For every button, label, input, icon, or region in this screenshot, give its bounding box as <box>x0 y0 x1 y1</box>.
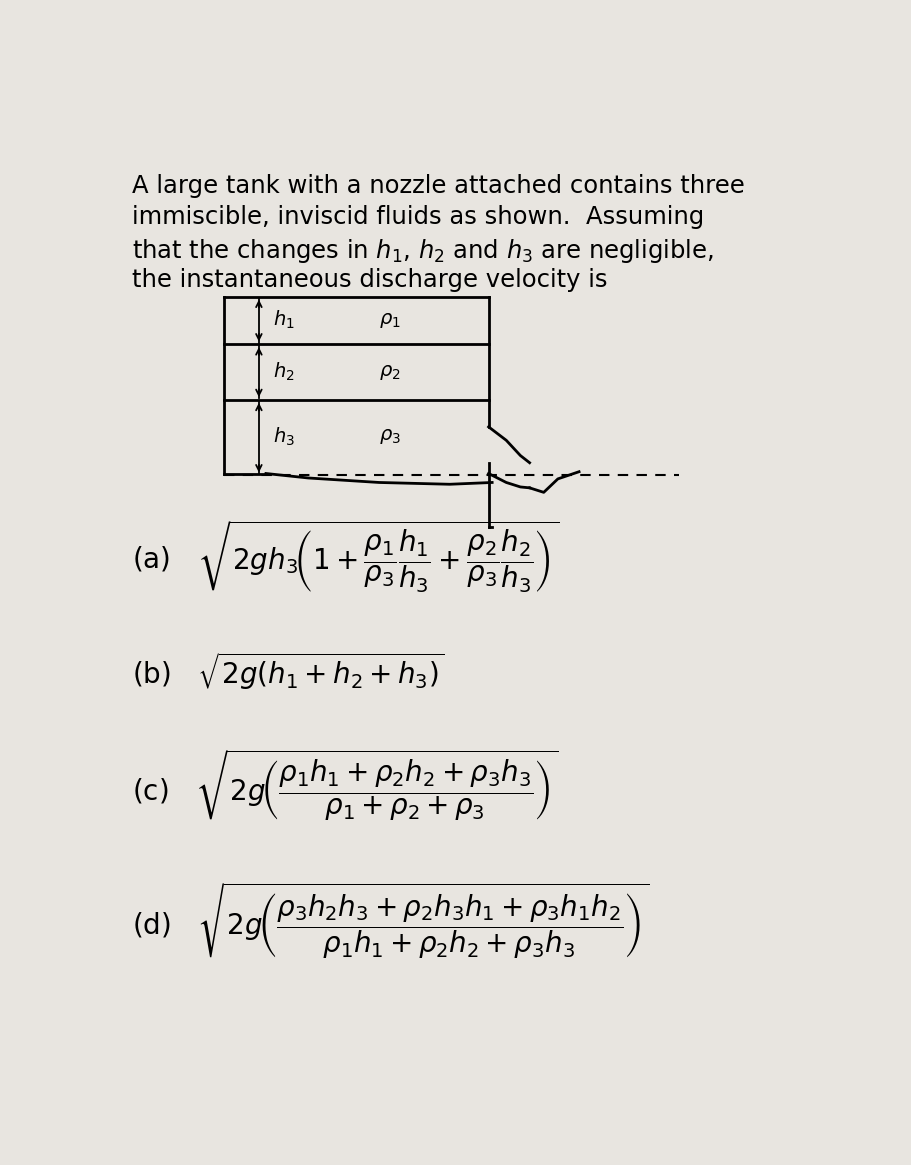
Text: $\rho_3$: $\rho_3$ <box>379 428 401 446</box>
Text: $h_2$: $h_2$ <box>272 361 294 383</box>
Text: the instantaneous discharge velocity is: the instantaneous discharge velocity is <box>131 268 607 292</box>
Text: (c)   $\sqrt{2g\!\left(\dfrac{\rho_1 h_1+\rho_2 h_2+\rho_3 h_3}{\rho_1+\rho_2+\r: (c) $\sqrt{2g\!\left(\dfrac{\rho_1 h_1+\… <box>131 748 558 824</box>
Text: (d)   $\sqrt{2g\!\left(\dfrac{\rho_3 h_2 h_3+\rho_2 h_3 h_1+\rho_3 h_1 h_2}{\rho: (d) $\sqrt{2g\!\left(\dfrac{\rho_3 h_2 h… <box>131 880 649 961</box>
Text: immiscible, inviscid fluids as shown.  Assuming: immiscible, inviscid fluids as shown. As… <box>131 205 703 230</box>
Text: (a)   $\sqrt{2gh_3\!\left(1+\dfrac{\rho_1}{\rho_3}\dfrac{h_1}{h_3}+\dfrac{\rho_2: (a) $\sqrt{2gh_3\!\left(1+\dfrac{\rho_1}… <box>131 518 558 595</box>
Text: $h_1$: $h_1$ <box>272 309 294 331</box>
Text: A large tank with a nozzle attached contains three: A large tank with a nozzle attached cont… <box>131 174 743 198</box>
Text: $\rho_1$: $\rho_1$ <box>379 311 400 330</box>
Text: that the changes in $h_1$, $h_2$ and $h_3$ are negligible,: that the changes in $h_1$, $h_2$ and $h_… <box>131 236 712 264</box>
Text: $\rho_2$: $\rho_2$ <box>379 362 400 382</box>
Text: $h_3$: $h_3$ <box>272 425 294 447</box>
Text: (b)   $\sqrt{2g(h_1+h_2+h_3)}$: (b) $\sqrt{2g(h_1+h_2+h_3)}$ <box>131 650 444 692</box>
